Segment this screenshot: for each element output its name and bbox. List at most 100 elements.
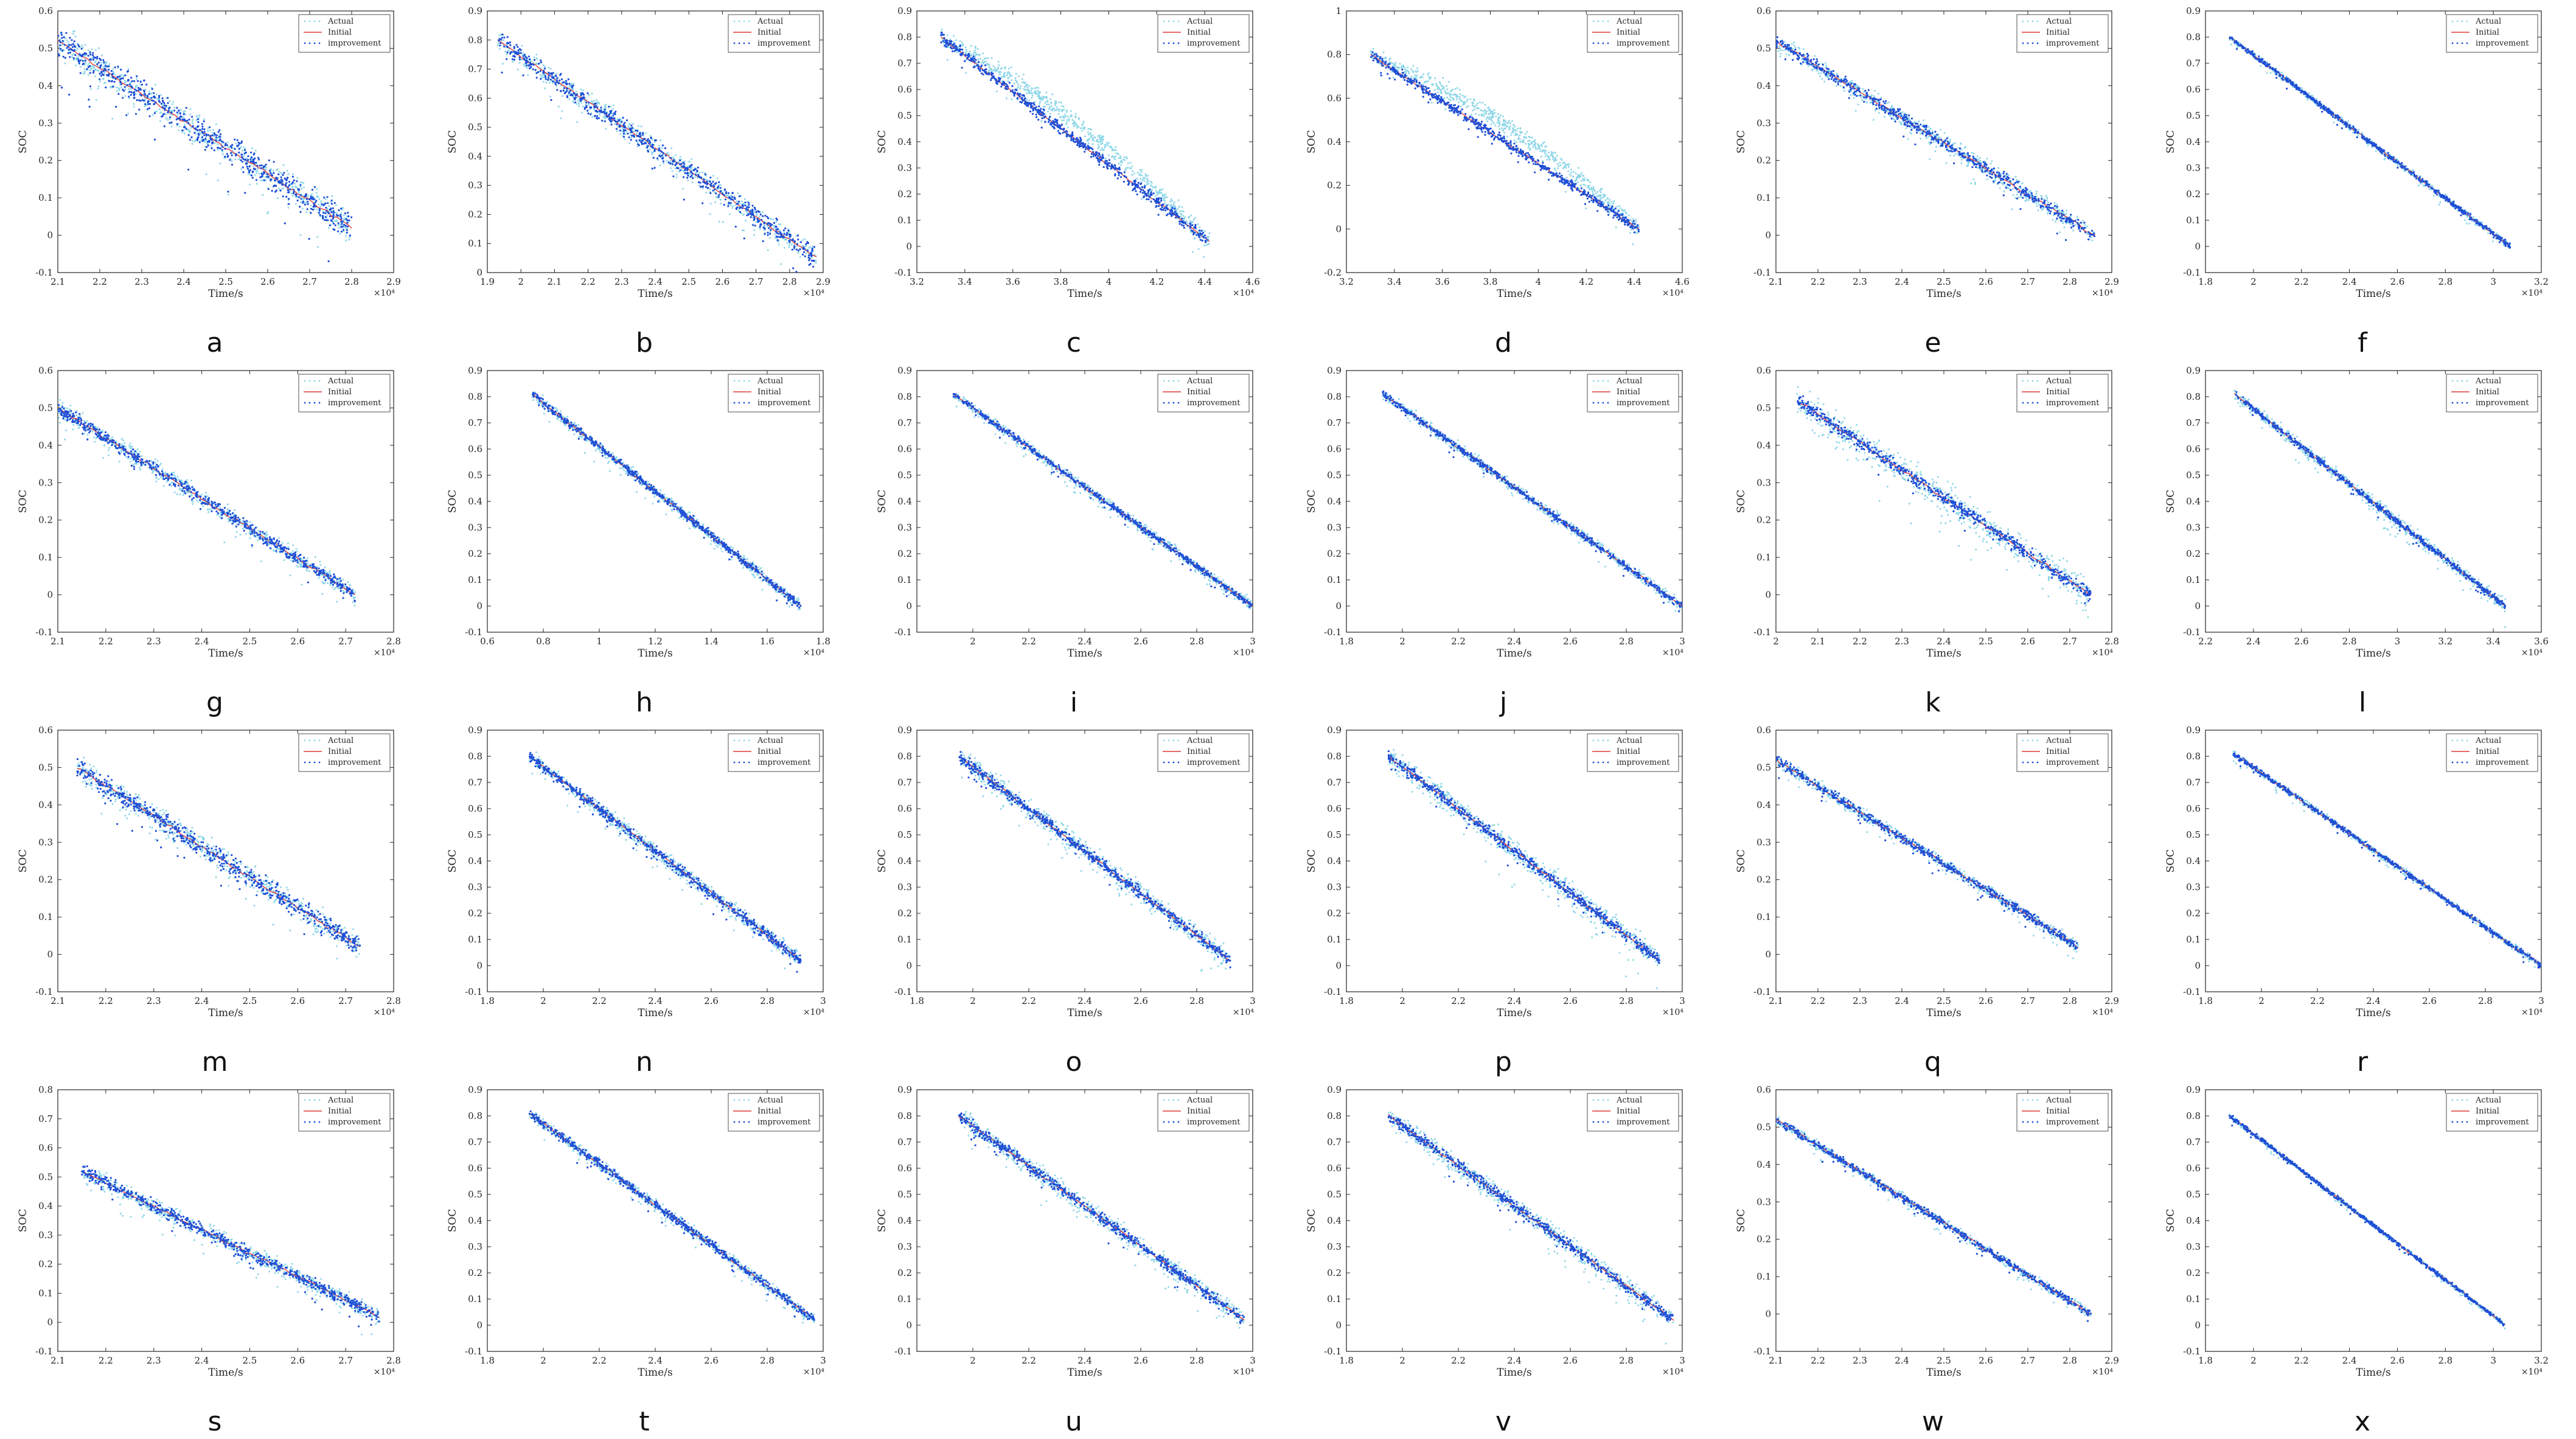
point-actual xyxy=(1150,182,1153,184)
point-improvement xyxy=(70,48,72,51)
point-improvement xyxy=(273,161,275,163)
point-actual xyxy=(555,85,558,87)
point-actual xyxy=(1182,215,1185,217)
point-actual xyxy=(1152,186,1154,189)
point-actual xyxy=(1499,114,1502,116)
point-actual xyxy=(1391,62,1393,64)
point-actual xyxy=(136,85,138,87)
point-actual xyxy=(1036,93,1038,96)
point-actual xyxy=(506,53,508,55)
point-actual xyxy=(275,169,277,171)
point-actual xyxy=(737,192,739,195)
point-improvement xyxy=(1052,120,1054,122)
point-actual xyxy=(1519,138,1521,141)
point-improvement xyxy=(243,152,246,155)
point-improvement xyxy=(693,169,696,171)
point-actual xyxy=(1543,141,1545,144)
point-improvement xyxy=(92,52,94,54)
point-improvement xyxy=(1047,118,1050,120)
point-actual xyxy=(1517,138,1519,140)
point-actual xyxy=(1472,110,1474,112)
point-improvement xyxy=(1085,146,1087,148)
point-actual xyxy=(1608,212,1610,214)
point-improvement xyxy=(625,119,628,122)
point-improvement xyxy=(752,224,754,226)
point-actual xyxy=(1430,76,1432,78)
point-actual xyxy=(961,44,964,47)
point-improvement xyxy=(82,60,84,62)
point-actual xyxy=(167,119,169,121)
series-improvement xyxy=(498,33,816,273)
point-improvement xyxy=(1118,174,1120,176)
point-actual xyxy=(1011,98,1013,100)
point-improvement xyxy=(1114,174,1116,176)
point-improvement xyxy=(241,140,243,142)
point-improvement xyxy=(748,206,750,209)
point-actual xyxy=(1439,89,1442,92)
point-actual xyxy=(1100,143,1102,145)
point-actual xyxy=(1503,128,1505,130)
point-improvement xyxy=(77,44,80,46)
point-improvement xyxy=(697,166,699,169)
point-actual xyxy=(973,51,975,54)
point-actual xyxy=(1545,153,1548,156)
point-actual xyxy=(977,54,980,56)
point-improvement xyxy=(164,104,166,106)
point-actual xyxy=(1610,200,1613,203)
point-improvement xyxy=(131,80,133,82)
point-actual xyxy=(97,85,100,88)
point-improvement xyxy=(334,224,336,226)
point-improvement xyxy=(950,43,952,45)
point-actual xyxy=(110,75,113,78)
point-improvement xyxy=(671,163,674,166)
point-improvement xyxy=(652,156,655,159)
point-actual xyxy=(1491,116,1493,118)
point-improvement xyxy=(691,172,694,175)
point-actual xyxy=(280,172,282,174)
point-improvement xyxy=(1150,200,1152,203)
point-improvement xyxy=(257,158,260,161)
point-actual xyxy=(557,105,560,108)
point-improvement xyxy=(60,32,63,34)
point-actual xyxy=(195,119,198,122)
point-improvement xyxy=(566,96,568,99)
point-improvement xyxy=(998,78,1001,81)
point-improvement xyxy=(1464,113,1467,115)
point-improvement xyxy=(664,155,667,157)
point-actual xyxy=(282,187,284,190)
point-improvement xyxy=(1157,198,1160,200)
x-tick-label: 3.2 xyxy=(1339,276,1354,287)
point-improvement xyxy=(624,129,627,131)
point-actual xyxy=(616,118,619,120)
point-actual xyxy=(1048,106,1051,108)
point-improvement xyxy=(58,54,60,57)
point-actual xyxy=(753,234,756,236)
point-actual xyxy=(1170,206,1172,209)
point-actual xyxy=(1388,58,1390,61)
point-improvement xyxy=(1051,122,1054,124)
point-actual xyxy=(1082,120,1085,123)
point-improvement xyxy=(1463,116,1466,119)
point-actual xyxy=(1179,215,1182,218)
point-actual xyxy=(774,233,776,235)
point-improvement xyxy=(1204,239,1206,242)
point-improvement xyxy=(498,39,500,42)
point-improvement xyxy=(150,97,153,99)
point-improvement xyxy=(515,44,518,46)
point-actual xyxy=(1141,198,1143,200)
point-actual xyxy=(1592,192,1594,195)
point-improvement xyxy=(67,52,69,54)
point-actual xyxy=(1022,74,1025,75)
point-actual xyxy=(1147,175,1149,177)
point-improvement xyxy=(605,113,608,115)
point-actual xyxy=(725,195,728,197)
point-improvement xyxy=(618,119,621,121)
point-actual xyxy=(1575,178,1578,180)
point-improvement xyxy=(1134,184,1137,186)
point-actual xyxy=(1189,220,1191,222)
point-improvement xyxy=(1580,187,1582,190)
point-improvement xyxy=(1105,166,1108,168)
point-actual xyxy=(87,64,89,66)
point-actual xyxy=(1480,109,1482,111)
point-actual xyxy=(1155,192,1158,194)
